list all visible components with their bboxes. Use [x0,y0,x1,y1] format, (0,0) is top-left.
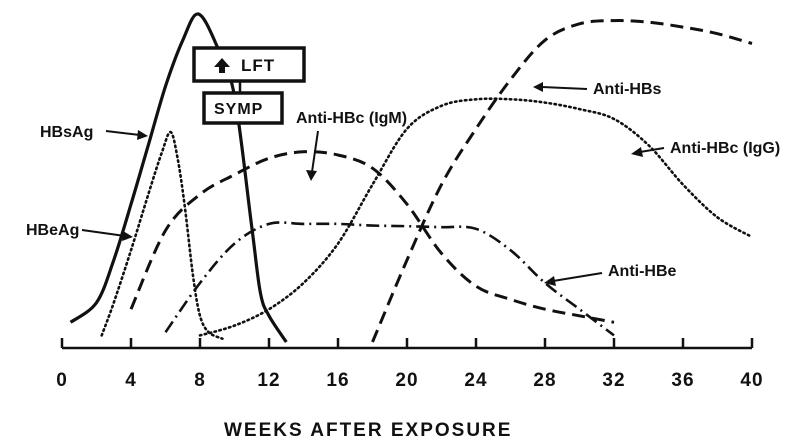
series-label-hbsag: HBsAg [40,124,93,141]
symp-label: SYMP [214,101,263,118]
series-label-anti-hbs: Anti-HBs [593,81,662,98]
label-hbeag: HBeAg [26,222,133,241]
symp-annotation: SYMP [202,91,284,125]
x-tick-label: 24 [464,370,487,391]
series-curves [69,12,754,343]
label-anti-hbc-igg: Anti-HBc (IgG) [631,140,780,157]
x-tick-label: 8 [194,370,206,391]
label-anti-hbs: Anti-HBs [533,81,662,98]
x-tick-label: 20 [395,370,418,391]
lft-annotation: LFT [192,46,306,83]
x-tick-label: 40 [740,370,763,391]
series-label-anti-hbc-igm: Anti-HBc (IgM) [296,110,407,127]
lft-label: LFT [241,56,275,75]
series-label-anti-hbe: Anti-HBe [608,263,677,280]
x-tick-label: 16 [326,370,349,391]
series-line-anti-hbc-igm [129,150,615,324]
series-line-anti-hbc-igg [198,97,754,337]
x-tick-label: 0 [56,370,68,391]
x-tick-label: 28 [533,370,556,391]
x-tick-label: 12 [257,370,280,391]
series-label-anti-hbc-igg: Anti-HBc (IgG) [670,140,780,157]
series-line-hbeag [100,130,224,340]
x-axis-ticks [60,338,754,348]
label-hbsag: HBsAg [40,124,148,141]
x-axis-title: WEEKS AFTER EXPOSURE [224,420,512,441]
x-tick-label: 36 [671,370,694,391]
series-line-anti-hbe [164,221,615,337]
label-anti-hbe: Anti-HBe [544,263,677,286]
x-tick-label: 4 [125,370,137,391]
x-tick-label: 32 [602,370,625,391]
up-arrow-icon [214,58,230,73]
series-line-hbsag [69,12,288,343]
series-line-anti-hbs [371,19,753,343]
series-label-hbeag: HBeAg [26,222,79,239]
x-axis-tick-labels: 0 4 8 12 16 20 24 28 32 36 40 [56,370,763,391]
label-anti-hbc-igm: Anti-HBc (IgM) [296,110,407,181]
